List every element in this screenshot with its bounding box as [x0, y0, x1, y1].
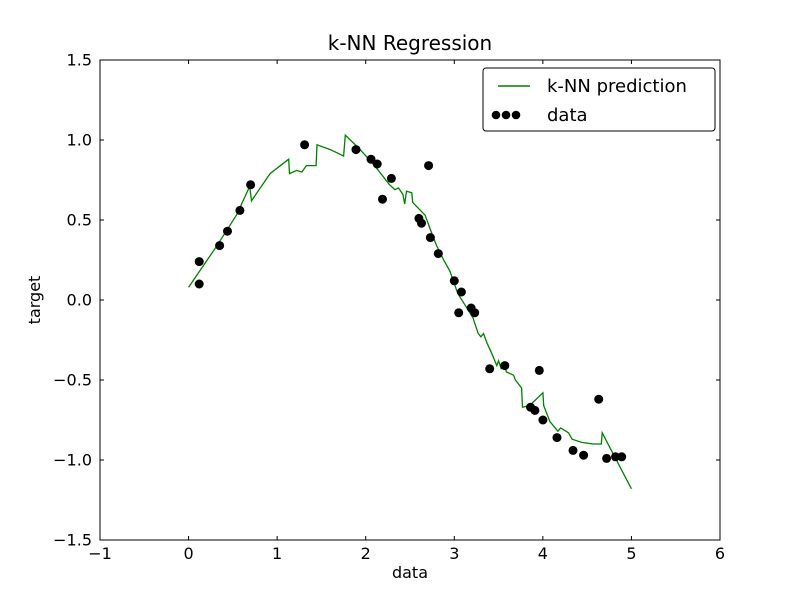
- y-tick-label: 0.5: [67, 211, 92, 230]
- data-point: [552, 433, 562, 443]
- y-tick-label: 1.0: [67, 131, 92, 150]
- data-point: [456, 287, 466, 297]
- axis-tick-labels: −1 0 1 2 3 4 5 6 1.5 1.0 0.5 0.0 −0.5 −1.0 −1.5: [53, 51, 725, 564]
- x-tick-label: 6: [715, 544, 725, 563]
- y-tick-label: −1.5: [53, 531, 92, 550]
- data-point: [617, 452, 627, 462]
- data-point: [194, 257, 204, 267]
- legend-dot-icon: [501, 110, 511, 120]
- data-point: [538, 415, 548, 425]
- data-point: [386, 173, 396, 183]
- legend-label-data: data: [547, 105, 588, 126]
- legend-dot-icon: [491, 110, 501, 120]
- data-point: [485, 364, 495, 374]
- data-point: [470, 308, 480, 318]
- legend-marker-sample: [491, 110, 521, 120]
- x-tick-label: 2: [361, 544, 371, 563]
- data-point: [424, 161, 434, 171]
- legend-dot-icon: [511, 110, 521, 120]
- data-point: [534, 365, 544, 375]
- x-tick-label: 4: [538, 544, 548, 563]
- axes-spines: [99, 59, 721, 541]
- y-tick-label: 1.5: [67, 51, 92, 70]
- x-tick-label: 5: [626, 544, 636, 563]
- data-point: [449, 276, 459, 286]
- data-point: [366, 154, 376, 164]
- data-point: [611, 452, 620, 462]
- data-point: [417, 218, 426, 228]
- y-tick-label: −0.5: [53, 371, 92, 390]
- data-point: [433, 249, 443, 259]
- x-tick-label: 1: [272, 544, 282, 563]
- data-point: [194, 279, 204, 289]
- data-point: [372, 159, 382, 169]
- data-point: [215, 241, 225, 251]
- data-point: [579, 450, 589, 460]
- x-tick-label: 3: [449, 544, 459, 563]
- x-tick-label: 0: [183, 544, 193, 563]
- y-tick-label: −1.0: [53, 451, 92, 470]
- data-point: [300, 140, 310, 150]
- data-point: [500, 361, 510, 371]
- data-point: [425, 233, 435, 243]
- data-point: [568, 445, 578, 455]
- data-point: [378, 194, 387, 204]
- y-axis-label: target: [25, 276, 44, 325]
- data-point: [223, 226, 232, 236]
- plot-series: [188, 133, 632, 490]
- prediction-line: [188, 133, 632, 490]
- legend: k-NN prediction data: [482, 67, 716, 132]
- chart-title: k-NN Regression: [328, 31, 492, 55]
- data-point: [351, 145, 361, 155]
- data-point: [454, 308, 464, 318]
- data-point: [530, 405, 540, 415]
- data-point: [594, 394, 604, 404]
- legend-label-prediction: k-NN prediction: [547, 76, 687, 97]
- data-point: [235, 205, 245, 215]
- x-axis-label: data: [392, 563, 428, 582]
- x-tick-label: −1: [88, 544, 112, 563]
- legend-box: [482, 67, 716, 132]
- axis-ticks: [99, 59, 721, 541]
- y-tick-label: 0.0: [67, 291, 92, 310]
- data-point: [246, 180, 256, 190]
- data-point: [602, 453, 612, 463]
